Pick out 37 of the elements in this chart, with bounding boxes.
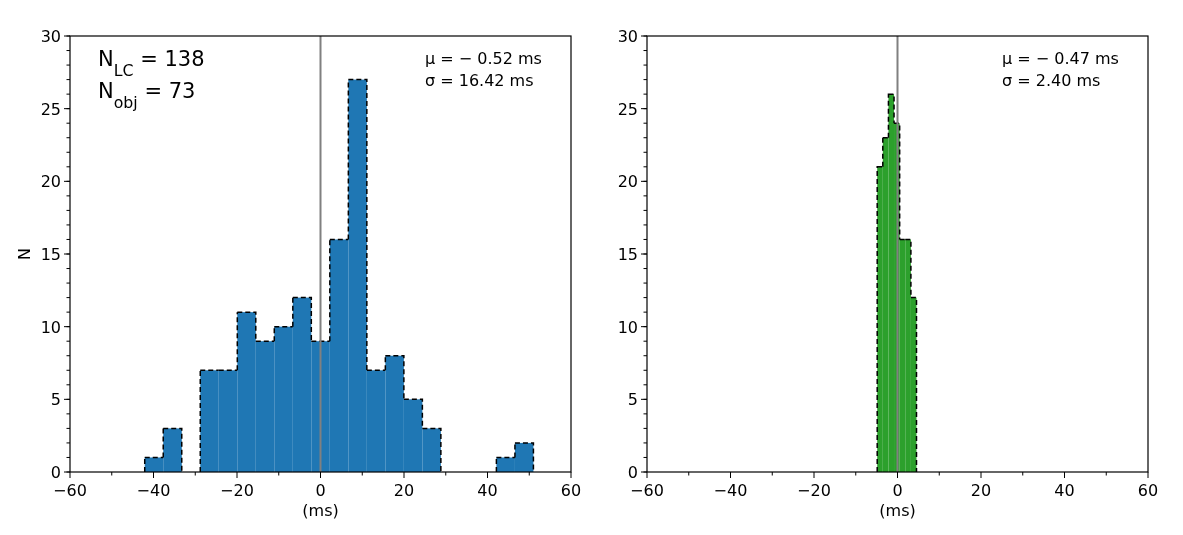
x-tick-label: −60 (630, 481, 664, 500)
y-tick-label: 0 (50, 463, 61, 482)
x-tick-label: −20 (797, 481, 831, 500)
annotation: σ = 16.42 ms (425, 71, 534, 90)
y-tick-label: 25 (40, 99, 61, 119)
annotation: σ = 2.40 ms (1002, 71, 1101, 90)
x-tick-label: 60 (1137, 481, 1159, 500)
annotation: μ = − 0.52 ms (425, 49, 542, 68)
y-axis-title: N (15, 248, 34, 260)
y-tick-label: 15 (40, 245, 61, 264)
y-tick-label: 20 (40, 172, 61, 192)
x-tick-label: −40 (136, 481, 171, 500)
y-tick-label: 5 (627, 390, 638, 410)
y-tick-label: 5 (50, 390, 61, 410)
x-tick-label: 0 (892, 481, 903, 500)
annotation: N$_{obj}$ = 73 (98, 79, 196, 112)
y-tick-label: 15 (617, 245, 638, 264)
y-tick-label: 10 (617, 317, 638, 337)
x-axis-title: (ms) (879, 501, 916, 520)
annotation: μ = − 0.47 ms (1002, 49, 1119, 68)
y-tick-label: 25 (617, 99, 638, 119)
x-tick-label: 20 (970, 481, 992, 500)
x-tick-label: 60 (560, 481, 582, 500)
x-tick-label: −60 (53, 481, 87, 500)
y-tick-label: 0 (627, 463, 638, 482)
x-tick-label: 40 (1054, 481, 1075, 500)
y-tick-label: 30 (617, 27, 638, 46)
x-tick-label: 0 (315, 481, 326, 500)
x-axis-title: (ms) (302, 501, 339, 520)
y-tick-label: 10 (40, 317, 61, 337)
x-tick-label: −40 (713, 481, 748, 500)
x-tick-label: 20 (393, 481, 415, 500)
x-tick-label: 40 (477, 481, 498, 500)
annotation: N$_{LC}$ = 138 (98, 47, 205, 80)
y-tick-label: 30 (40, 27, 61, 46)
y-tick-label: 20 (617, 172, 638, 192)
x-tick-label: −20 (220, 481, 254, 500)
